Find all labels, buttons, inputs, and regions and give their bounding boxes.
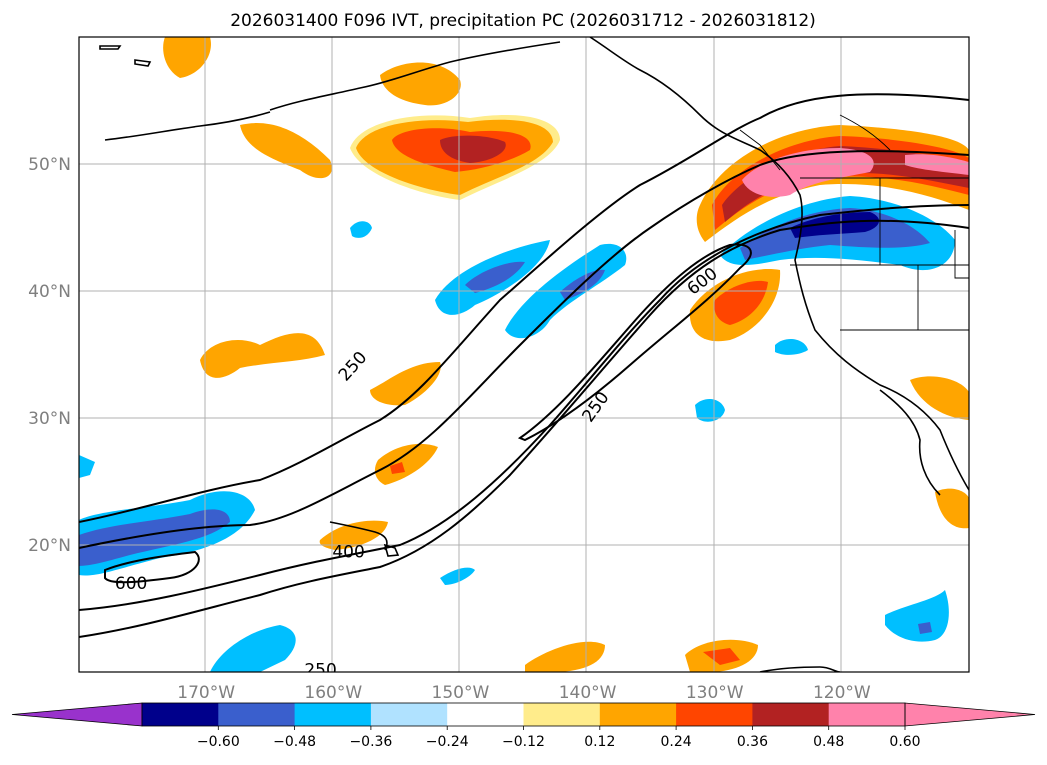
coastlines <box>99 37 969 672</box>
ivt-contour-label: 400 <box>332 542 364 562</box>
colorbar-tick-label: −0.36 <box>349 734 392 750</box>
colorbar-under-extension <box>11 702 143 727</box>
colorbar-cell <box>676 703 753 726</box>
ivt-contour-label: 600 <box>115 574 147 594</box>
lon-label: 120°W <box>813 683 871 703</box>
colorbar: −0.60 −0.48 −0.36 −0.24 −0.12 0.12 0.24 0.36 0.4… <box>11 702 1036 750</box>
ivt-contour-label: 250 <box>304 660 336 680</box>
lon-label: 150°W <box>432 683 490 703</box>
colorbar-tick-label: −0.12 <box>502 734 545 750</box>
colorbar-cell <box>370 703 448 726</box>
colorbar-tick-label: 0.48 <box>813 734 844 750</box>
colorbar-tick-label: 0.36 <box>737 734 768 750</box>
colorbar-cell <box>218 703 296 726</box>
longitude-labels: 170°W 160°W 150°W 140°W 130°W 120°W <box>177 683 871 703</box>
colorbar-cell <box>828 703 906 726</box>
colorbar-tick-label: 0.24 <box>661 734 692 750</box>
latitude-labels: 20°N 30°N 40°N 50°N <box>28 155 71 556</box>
lat-label: 50°N <box>28 155 71 175</box>
colorbar-tick-label: −0.60 <box>197 734 240 750</box>
figure-title: 2026031400 F096 IVT, precipitation PC (2… <box>230 11 816 31</box>
ivt-contours <box>79 93 969 638</box>
colorbar-tick-label: −0.48 <box>273 734 316 750</box>
colorbar-tick-label: −0.24 <box>426 734 469 750</box>
colorbar-tick-label: 0.12 <box>584 734 615 750</box>
colorbar-cell <box>752 703 830 726</box>
colorbar-cell <box>523 703 601 726</box>
lat-label: 20°N <box>28 536 71 556</box>
colorbar-tick-label: 0.60 <box>889 734 920 750</box>
lon-label: 130°W <box>686 683 744 703</box>
map-frame <box>78 36 970 673</box>
lat-label: 30°N <box>28 409 71 429</box>
lon-label: 170°W <box>177 683 235 703</box>
colorbar-cell <box>599 703 677 726</box>
colorbar-cell <box>447 703 524 726</box>
lon-label: 160°W <box>304 683 362 703</box>
colorbar-over-extension <box>904 702 1036 727</box>
lon-label: 140°W <box>559 683 617 703</box>
colorbar-cell <box>142 703 219 726</box>
graticule <box>79 37 969 672</box>
lat-label: 40°N <box>28 282 71 302</box>
colorbar-cell <box>294 703 372 726</box>
